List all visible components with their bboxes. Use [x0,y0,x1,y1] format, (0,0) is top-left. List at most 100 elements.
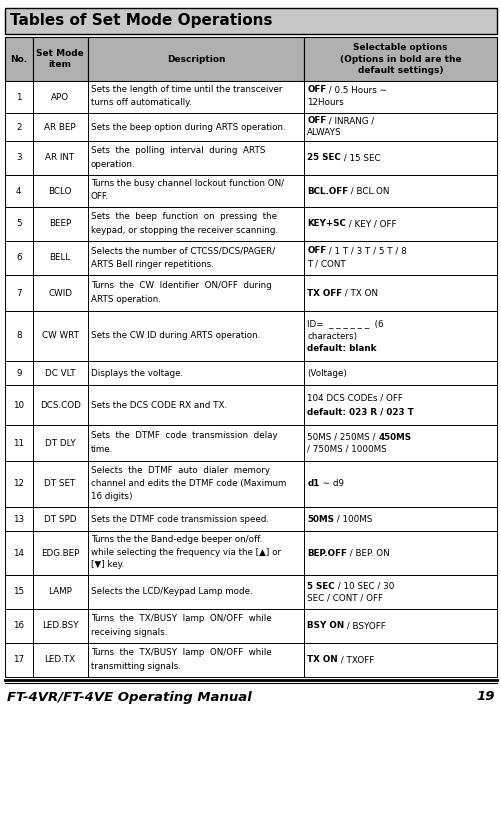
Bar [88,507,304,531]
Text: / BEP. ON: / BEP. ON [346,548,389,557]
Bar [5,643,33,677]
Bar [88,531,304,575]
Text: transmitting signals.: transmitting signals. [91,662,180,671]
Bar [5,37,33,81]
Text: 9: 9 [16,369,22,377]
Text: TX ON: TX ON [307,656,337,665]
Text: CW WRT: CW WRT [42,332,79,341]
Text: Tables of Set Mode Operations: Tables of Set Mode Operations [10,13,272,28]
Text: default: 023 R / 023 T: default: 023 R / 023 T [307,407,413,416]
Text: 104 DCS CODEs / OFF: 104 DCS CODEs / OFF [307,394,402,403]
Bar [33,461,88,507]
Bar [304,311,496,361]
Text: OFF.: OFF. [91,192,109,201]
Bar [88,311,304,361]
Text: BEP.OFF: BEP.OFF [307,548,346,557]
Bar [88,461,304,507]
Bar [304,113,496,141]
Bar [88,275,304,311]
Text: BCL.OFF: BCL.OFF [307,187,348,195]
Bar [304,175,496,207]
Bar [5,113,33,141]
Bar [88,81,304,113]
Text: DT SET: DT SET [44,480,76,489]
Text: No.: No. [10,55,27,64]
Bar [33,311,88,361]
Text: Set Mode
item: Set Mode item [36,49,84,69]
Bar [5,81,33,113]
Bar [33,241,88,275]
Text: 5 SEC: 5 SEC [307,582,334,590]
Text: 50MS: 50MS [307,514,334,523]
Text: 16: 16 [13,622,24,630]
Text: 8: 8 [16,332,22,341]
Bar [5,8,496,34]
Text: DT DLY: DT DLY [45,438,75,447]
Text: operation.: operation. [91,160,135,169]
Text: 5: 5 [16,219,22,228]
Text: 14: 14 [13,548,24,557]
Bar [33,207,88,241]
Bar [33,275,88,311]
Text: Description: Description [166,55,224,64]
Text: channel and edits the DTMF code (Maximum: channel and edits the DTMF code (Maximum [91,479,286,488]
Text: LED.TX: LED.TX [45,656,76,665]
Text: 50MS / 250MS /: 50MS / 250MS / [307,433,378,442]
Text: / INRANG /: / INRANG / [326,117,374,126]
Text: default: blank: default: blank [307,344,376,353]
Text: 12: 12 [13,480,24,489]
Bar [33,81,88,113]
Text: Turns the busy channel lockout function ON/: Turns the busy channel lockout function … [91,179,283,189]
Bar [304,81,496,113]
Bar [304,609,496,643]
Text: BCLO: BCLO [48,187,72,195]
Text: BELL: BELL [50,254,71,262]
Bar [88,207,304,241]
Text: BSY ON: BSY ON [307,622,344,630]
Text: / BSYOFF: / BSYOFF [344,622,385,630]
Text: 7: 7 [16,289,22,298]
Text: DT SPD: DT SPD [44,514,76,523]
Text: 450MS: 450MS [378,433,411,442]
Bar [5,207,33,241]
Text: OFF: OFF [307,246,326,255]
Text: Sets the length of time until the transceiver: Sets the length of time until the transc… [91,85,282,94]
Text: 19: 19 [475,691,494,704]
Text: Turns  the  CW  Identifier  ON/OFF  during: Turns the CW Identifier ON/OFF during [91,280,271,289]
Bar [33,609,88,643]
Text: / TX ON: / TX ON [342,289,378,298]
Text: FT-4VR/FT-4VE Operating Manual: FT-4VR/FT-4VE Operating Manual [7,691,251,704]
Text: 25 SEC: 25 SEC [307,154,340,162]
Text: Sets the DTMF code transmission speed.: Sets the DTMF code transmission speed. [91,514,268,523]
Bar [33,113,88,141]
Text: 17: 17 [13,656,24,665]
Text: 11: 11 [13,438,24,447]
Text: / TXOFF: / TXOFF [337,656,373,665]
Text: turns off automatically.: turns off automatically. [91,98,191,108]
Text: time.: time. [91,445,113,454]
Text: Sets the CW ID during ARTS operation.: Sets the CW ID during ARTS operation. [91,332,260,341]
Text: 1: 1 [16,93,22,102]
Text: ID=  _ _ _ _ _ _  (6: ID= _ _ _ _ _ _ (6 [307,319,383,328]
Bar [304,141,496,175]
Bar [88,37,304,81]
Text: / BCL.ON: / BCL.ON [348,187,389,195]
Text: KEY+SC: KEY+SC [307,219,345,228]
Bar [33,531,88,575]
Bar [5,175,33,207]
Bar [304,37,496,81]
Bar [88,643,304,677]
Bar [88,425,304,461]
Bar [304,275,496,311]
Bar [88,609,304,643]
Text: Turns the the Band-edge beeper on/off.: Turns the the Band-edge beeper on/off. [91,535,262,544]
Bar [304,207,496,241]
Bar [304,461,496,507]
Bar [304,643,496,677]
Text: SEC / CONT / OFF: SEC / CONT / OFF [307,593,382,602]
Text: Selects the number of CTCSS/DCS/PAGER/: Selects the number of CTCSS/DCS/PAGER/ [91,246,275,255]
Text: / 100MS: / 100MS [334,514,372,523]
Text: Turns  the  TX/BUSY  lamp  ON/OFF  while: Turns the TX/BUSY lamp ON/OFF while [91,648,271,657]
Text: ARTS Bell ringer repetitions.: ARTS Bell ringer repetitions. [91,260,213,269]
Text: characters): characters) [307,332,357,341]
